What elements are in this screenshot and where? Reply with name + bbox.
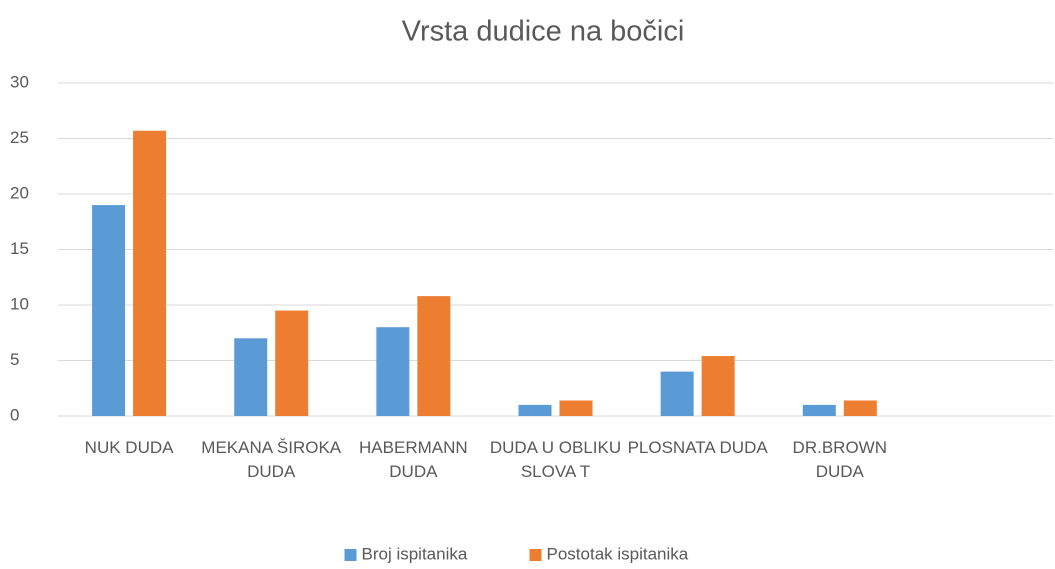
y-tick-label: 15 [10,239,29,258]
legend-swatch [529,549,542,561]
bar [417,296,451,416]
legend-label: Broj ispitanika [362,544,468,563]
bar [802,404,836,416]
bar [559,400,593,416]
legend-swatch [344,549,357,561]
bar [275,310,309,416]
x-tick-label: PLOSNATA DUDA [627,438,768,457]
bar [234,338,268,416]
x-tick-label: NUK DUDA [84,438,174,457]
y-tick-label: 0 [10,405,19,424]
bar [518,404,552,416]
y-tick-label: 25 [10,128,29,147]
x-tick-label: DUDA U OBLIKU SLOVA T [489,438,622,481]
x-tick-label: MEKANA ŠIROKA DUDA [201,438,342,481]
bar [376,327,410,416]
bar [843,400,877,416]
chart-title: Vrsta dudice na bočici [402,16,685,48]
y-tick-label: 5 [10,350,19,369]
bar [701,356,735,416]
y-tick-label: 20 [10,183,29,202]
y-tick-label: 10 [10,294,29,313]
y-tick-label: 30 [10,72,29,91]
bar [660,371,694,416]
x-tick-label: HABERMANN DUDA [359,438,468,481]
legend-label: Postotak ispitanika [547,544,689,563]
bar [92,205,126,416]
x-tick-label: DR.BROWN DUDA [792,438,887,481]
bar [133,130,167,417]
